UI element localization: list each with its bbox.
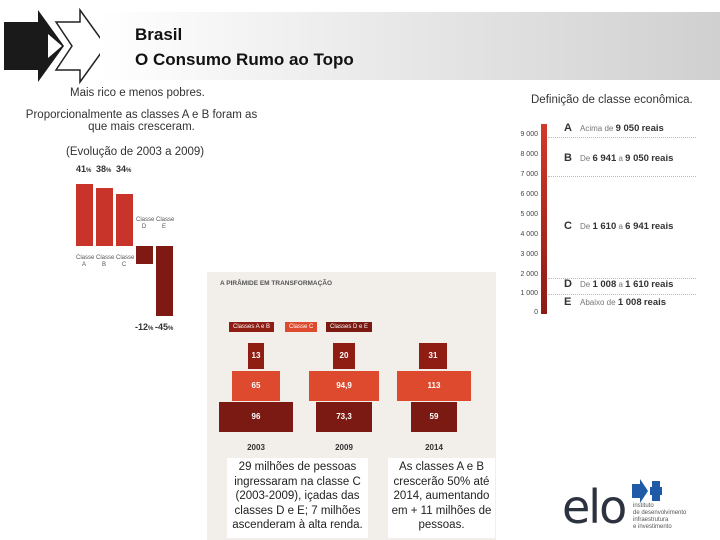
class-letter-d: D: [564, 278, 572, 290]
period-label: (Evolução de 2003 a 2009): [66, 146, 205, 158]
class-desc-c: De 1 610 a 6 941 reais: [580, 221, 674, 232]
scale-divider: [548, 176, 696, 177]
seg-2014-de: 59: [411, 402, 457, 432]
header-band: [100, 12, 720, 80]
title-line-2: O Consumo Rumo ao Topo: [135, 50, 354, 69]
tick-5000: 5 000: [520, 211, 538, 218]
class-letter-b: B: [564, 152, 572, 164]
logo-sub-4: e investimento: [633, 524, 672, 530]
class-growth-chart: 41% 38% 34% Classe A Classe B Classe C C…: [76, 160, 186, 340]
tick-2000: 2 000: [520, 271, 538, 278]
class-definition-caption: Definição de classe econômica.: [531, 94, 693, 106]
year-2014: 2014: [425, 443, 443, 452]
elo-logo-cross-icon: [632, 479, 662, 503]
tick-6000: 6 000: [520, 191, 538, 198]
title-line-1: Brasil: [135, 25, 183, 44]
logo-sub-3: infraestrutura: [633, 517, 669, 523]
pyramid-title: A PIRÂMIDE EM TRANSFORMAÇÃO: [220, 280, 333, 287]
seg-2009-de: 73,3: [316, 402, 372, 432]
class-letter-a: A: [564, 122, 572, 134]
bar-classe-a: [76, 184, 93, 246]
legend-ab: Classes A e B: [229, 322, 275, 332]
class-desc-b: De 6 941 a 9 050 reais: [580, 153, 674, 164]
bar-cat-a: Classe A: [76, 255, 95, 268]
bar-label-c: 34%: [116, 164, 132, 174]
legend-de: Classes D e E: [326, 322, 373, 332]
scale-divider: [548, 278, 696, 279]
tick-9000: 9 000: [520, 131, 538, 138]
seg-2003-ab: 13: [248, 343, 264, 369]
subtitle: Mais rico e menos pobres.: [70, 87, 205, 99]
bar-label-a: 41%: [76, 164, 92, 174]
logo-sub-2: de desenvolvimento: [633, 510, 687, 516]
bar-cat-e: Classe E: [156, 217, 175, 230]
tick-8000: 8 000: [520, 151, 538, 158]
bar-label-b: 38%: [96, 164, 112, 174]
header-arrows-logo: [4, 8, 107, 85]
class-desc-e: Abaixo de 1 008 reais: [580, 297, 667, 308]
class-desc-d: De 1 008 a 1 610 reais: [580, 279, 674, 290]
class-letter-c: C: [564, 220, 572, 232]
legend-c: Classe C: [285, 322, 318, 332]
class-desc-a: Acima de 9 050 reais: [580, 123, 664, 134]
tick-1000: 1 000: [520, 290, 538, 297]
seg-2014-ab: 31: [419, 343, 447, 369]
seg-2014-c: 113: [397, 371, 471, 401]
scale-thermometer: [541, 124, 547, 314]
tick-4000: 4 000: [520, 231, 538, 238]
seg-2009-c: 94,9: [309, 371, 379, 401]
seg-2003-de: 96: [219, 402, 293, 432]
seg-2009-ab: 20: [333, 343, 355, 369]
statement: Proporcionalmente as classes A e B foram…: [14, 109, 269, 133]
seg-2003-c: 65: [232, 371, 280, 401]
bar-classe-e: [156, 246, 173, 316]
year-2003: 2003: [247, 443, 265, 452]
bar-label-e: -45%: [155, 322, 174, 332]
tick-0: 0: [534, 309, 538, 316]
scale-divider: [548, 294, 696, 295]
tick-3000: 3 000: [520, 251, 538, 258]
logo-sub-1: instituto: [633, 503, 654, 509]
note-classes-ab: As classes A e B crescerão 50% até 2014,…: [388, 458, 495, 538]
statement-line-1: Proporcionalmente as classes A e B foram…: [25, 109, 258, 121]
class-letter-e: E: [564, 296, 572, 308]
bar-cat-d: Classe D: [136, 217, 155, 230]
note-classe-c: 29 milhões de pessoas ingressaram na cla…: [227, 458, 368, 538]
bar-classe-d: [136, 246, 153, 264]
elo-logo-word: elo: [562, 480, 627, 534]
bar-classe-b: [96, 188, 113, 246]
tick-7000: 7 000: [520, 171, 538, 178]
bar-label-d: -12%: [135, 322, 154, 332]
scale-divider: [548, 137, 696, 138]
statement-line-2: que mais cresceram.: [88, 121, 195, 133]
year-2009: 2009: [335, 443, 353, 452]
elo-logo-subtitle: instituto de desenvolvimento infraestrut…: [633, 503, 686, 531]
class-definition-scale: 9 000 8 000 7 000 6 000 5 000 4 000 3 00…: [508, 118, 698, 323]
bar-cat-c: Classe C: [116, 255, 135, 268]
bar-classe-c: [116, 194, 133, 246]
bar-cat-b: Classe B: [96, 255, 115, 268]
